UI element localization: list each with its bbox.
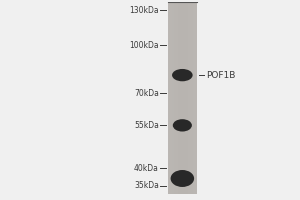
Bar [175,2,176,194]
Text: 100kDa: 100kDa [129,41,159,50]
Bar [187,2,188,194]
Bar [194,2,196,194]
Text: 55kDa: 55kDa [134,121,159,130]
Bar [171,2,172,194]
Bar [193,2,194,194]
Bar [168,2,169,194]
Text: 35kDa: 35kDa [134,181,159,190]
Bar [178,2,179,194]
Text: 130kDa: 130kDa [129,6,159,15]
Bar [191,2,193,194]
Ellipse shape [172,69,193,81]
Bar [173,2,175,194]
Ellipse shape [171,170,194,187]
Bar [184,2,185,194]
Bar [188,2,190,194]
Text: POF1B: POF1B [206,71,235,80]
Text: 40kDa: 40kDa [134,164,159,173]
Bar [196,2,197,194]
Bar [182,2,184,194]
Bar [185,2,187,194]
Bar [179,2,181,194]
Bar [172,2,173,194]
Bar [190,2,191,194]
Bar [176,2,178,194]
Bar [168,2,197,194]
Text: 70kDa: 70kDa [134,89,159,98]
Bar [181,2,182,194]
Bar [169,2,171,194]
Ellipse shape [173,119,192,132]
